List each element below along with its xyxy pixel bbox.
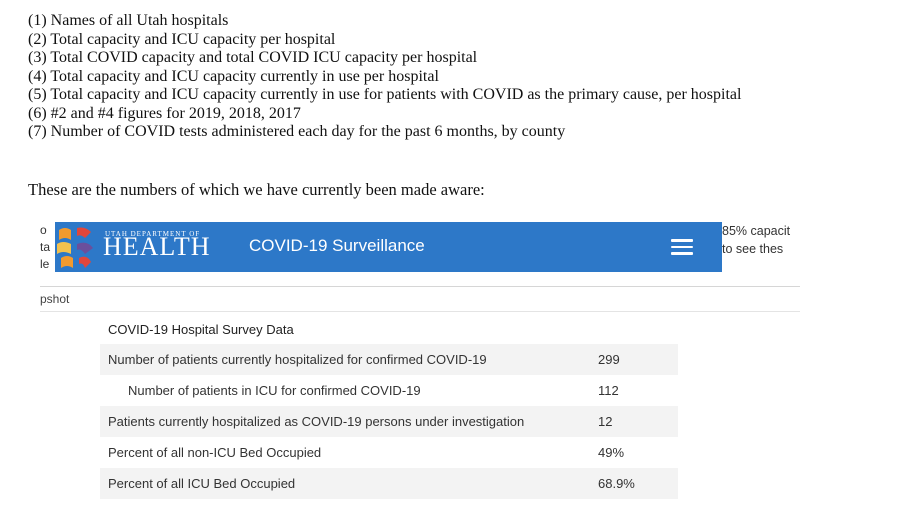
request-item: (2) Total capacity and ICU capacity per …: [28, 30, 336, 48]
cropped-right-text: 85% capacit to see thes: [722, 222, 802, 258]
row-label: Percent of all non-ICU Bed Occupied: [108, 445, 322, 460]
banner-title: COVID-19 Surveillance: [249, 236, 425, 255]
row-value: 68.9%: [598, 476, 635, 491]
intro-text: These are the numbers of which we have c…: [28, 180, 485, 199]
divider: [40, 311, 800, 312]
request-item: (3) Total COVID capacity and total COVID…: [28, 49, 478, 66]
request-item: (7) Number of COVID tests administered e…: [28, 123, 566, 140]
request-item: (4) Total capacity and ICU capacity curr…: [28, 67, 439, 85]
request-list: (1) Names of all Utah hospitals (2) Tota…: [28, 12, 768, 142]
table-row: Percent of all ICU Bed Occupied 68.9%: [100, 468, 678, 499]
cropped-left-text: o ta le: [40, 222, 55, 273]
row-label: Patients currently hospitalized as COVID…: [108, 414, 525, 429]
table-row: Number of patients currently hospitalize…: [100, 344, 678, 375]
embedded-screenshot: o ta le UTAH DEPARTMENT OF HEALTH COVID-…: [40, 222, 800, 506]
table-row: Percent of all non-ICU Bed Occupied 49%: [100, 437, 678, 468]
health-logo-icon: [57, 227, 93, 268]
row-label: Number of patients currently hospitalize…: [108, 352, 487, 367]
cropped-text-line: to see thes: [722, 242, 784, 256]
header-banner: UTAH DEPARTMENT OF HEALTH COVID-19 Surve…: [55, 222, 722, 272]
cropped-text-line: o: [40, 223, 47, 237]
cropped-text-line: ta: [40, 240, 51, 254]
cropped-text-line: le: [40, 257, 50, 271]
row-label: Number of patients in ICU for confirmed …: [128, 383, 421, 398]
survey-title: COVID-19 Hospital Survey Data: [108, 322, 294, 337]
logo-small-text: UTAH DEPARTMENT OF: [105, 230, 201, 238]
logo-wordmark: HEALTH: [103, 232, 211, 261]
hamburger-menu-icon[interactable]: [671, 239, 693, 255]
table-row: Patients currently hospitalized as COVID…: [100, 406, 678, 437]
request-item: (5) Total capacity and ICU capacity curr…: [28, 86, 742, 103]
row-value: 12: [598, 414, 613, 429]
survey-table: Number of patients currently hospitalize…: [100, 344, 678, 499]
divider: [40, 286, 800, 287]
request-item: (6) #2 and #4 figures for 2019, 2018, 20…: [28, 104, 301, 122]
row-label: Percent of all ICU Bed Occupied: [108, 476, 296, 491]
row-value: 299: [598, 352, 620, 367]
row-value: 112: [598, 383, 619, 398]
request-item: (1) Names of all Utah hospitals: [28, 12, 229, 29]
cropped-text-line: 85% capacit: [722, 224, 791, 238]
snapshot-label: pshot: [40, 292, 70, 306]
row-value: 49%: [598, 445, 625, 460]
table-row: Number of patients in ICU for confirmed …: [100, 375, 678, 406]
